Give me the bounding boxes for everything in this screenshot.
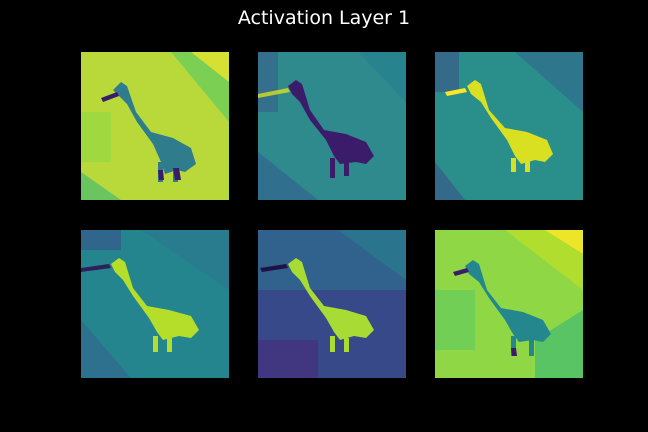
activation-map-5 bbox=[258, 230, 406, 378]
activation-map-4 bbox=[81, 230, 229, 378]
activation-image-2 bbox=[258, 52, 406, 200]
activation-image-1 bbox=[81, 52, 229, 200]
activation-map-3 bbox=[435, 52, 583, 200]
activation-map-6 bbox=[435, 230, 583, 378]
figure-title: Activation Layer 1 bbox=[237, 7, 411, 29]
activation-map-2 bbox=[258, 52, 406, 200]
activation-map-1 bbox=[81, 52, 229, 200]
activation-image-4 bbox=[81, 230, 229, 378]
activation-image-5 bbox=[258, 230, 406, 378]
activation-image-3 bbox=[435, 52, 583, 200]
activation-image-6 bbox=[435, 230, 583, 378]
